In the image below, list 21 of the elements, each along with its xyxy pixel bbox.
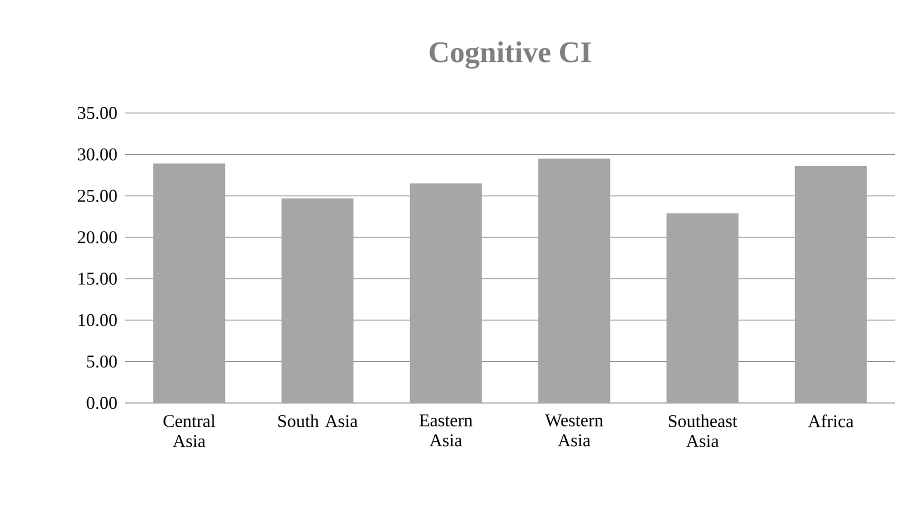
- y-tick-label: 15.00: [78, 272, 117, 285]
- y-tick-label: 5.00: [87, 355, 117, 368]
- bar: [666, 213, 739, 403]
- y-tick-label: 35.00: [78, 106, 117, 120]
- x-tick-label: Western Asia: [545, 414, 604, 446]
- chart-title: Cognitive CI: [430, 41, 591, 69]
- x-tick-label: Southeast Asia: [668, 414, 738, 448]
- y-tick-label: 25.00: [78, 190, 117, 202]
- bar: [538, 158, 610, 403]
- x-tick-label: Eastern Asia: [419, 414, 472, 446]
- bar: [410, 183, 482, 403]
- x-tick-label: Central Asia: [164, 414, 216, 448]
- y-tick-label: 30.00: [78, 148, 117, 161]
- x-tick-label: Africa: [808, 414, 854, 428]
- y-tick-label: 20.00: [78, 231, 117, 244]
- y-tick-label: 0.00: [86, 396, 117, 410]
- bar: [153, 164, 226, 403]
- bar: [794, 166, 867, 403]
- y-tick-label: 10.00: [78, 314, 117, 326]
- x-tick-label: South Asia: [278, 414, 358, 428]
- bar: [282, 198, 354, 403]
